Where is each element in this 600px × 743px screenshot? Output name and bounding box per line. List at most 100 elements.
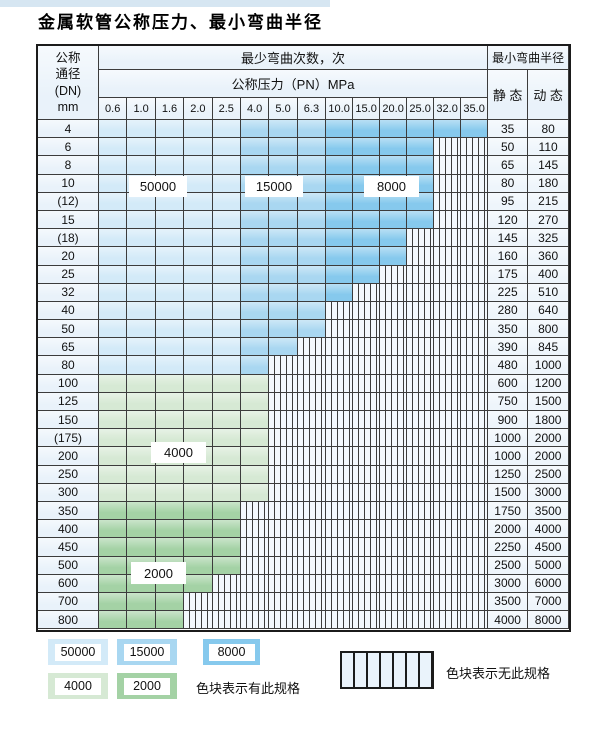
- spec-cell: [212, 247, 241, 266]
- spec-cell: [380, 120, 408, 139]
- spec-cell: [155, 392, 185, 411]
- spec-cell: [99, 447, 128, 466]
- spec-cell: [155, 120, 185, 139]
- no-spec-cell: [326, 538, 354, 557]
- dynamic-value: 2000: [528, 429, 570, 448]
- no-spec-cell: [407, 320, 435, 339]
- spec-cell: [240, 120, 270, 139]
- dynamic-column-header: 动 态: [528, 70, 570, 120]
- no-spec-cell: [434, 501, 462, 521]
- static-value: 1000: [488, 429, 529, 448]
- spec-cell: [212, 174, 241, 193]
- spec-cell: [155, 465, 185, 484]
- no-spec-cell: [434, 229, 462, 248]
- no-spec-cell: [461, 247, 489, 266]
- no-spec-cell: [434, 465, 462, 484]
- dn-cell: 100: [38, 374, 99, 393]
- no-spec-cell: [380, 611, 408, 630]
- spec-cell: [212, 156, 241, 175]
- spec-cell: [99, 247, 128, 266]
- no-spec-cell: [461, 229, 489, 248]
- spec-cell: [326, 174, 354, 193]
- no-spec-cell: [461, 465, 489, 484]
- spec-cell: [353, 229, 381, 248]
- no-spec-cell: [461, 210, 489, 230]
- no-spec-cell: [434, 520, 462, 539]
- spec-cell: [99, 283, 128, 302]
- spec-cell: [184, 320, 213, 339]
- no-spec-cell: [353, 447, 381, 466]
- no-spec-cell: [380, 465, 408, 484]
- dn-cell: 6: [38, 138, 99, 157]
- bend-cycles-header: 最少弯曲次数，次: [99, 46, 489, 70]
- spec-cell: [240, 356, 270, 375]
- dn-cell: 450: [38, 538, 99, 557]
- no-spec-cell: [353, 556, 381, 575]
- no-spec-cell: [407, 574, 435, 593]
- spec-cell: [127, 210, 156, 230]
- no-spec-cell: [380, 301, 408, 321]
- spec-table: 公称 通径 (DN) mm 最少弯曲次数，次 最小弯曲半径 公称压力（PN）MP…: [36, 44, 571, 632]
- dynamic-value: 6000: [528, 574, 570, 593]
- no-spec-cell: [297, 374, 327, 393]
- no-spec-cell: [326, 374, 354, 393]
- static-value: 480: [488, 356, 529, 375]
- spec-cell: [212, 538, 241, 557]
- no-spec-cell: [434, 592, 462, 612]
- legend-swatch-2000: 2000: [117, 673, 177, 699]
- no-spec-cell: [461, 501, 489, 521]
- spec-cell: [99, 556, 128, 575]
- no-spec-cell: [240, 520, 270, 539]
- static-value: 3000: [488, 574, 529, 593]
- spec-cell: [184, 538, 213, 557]
- dn-cell: 600: [38, 574, 99, 593]
- no-spec-cell: [240, 556, 270, 575]
- spec-cell: [240, 465, 270, 484]
- spec-cell: [326, 192, 354, 211]
- pressure-col-header: 20.0: [380, 98, 408, 120]
- spec-cell: [99, 465, 128, 484]
- no-spec-cell: [380, 574, 408, 593]
- spec-cell: [99, 210, 128, 230]
- no-spec-cell: [240, 574, 270, 593]
- spec-cell: [127, 501, 156, 521]
- no-spec-cell: [269, 374, 298, 393]
- spec-cell: [297, 138, 327, 157]
- spec-cell: [127, 374, 156, 393]
- no-spec-cell: [297, 338, 327, 357]
- dynamic-value: 845: [528, 338, 570, 357]
- no-spec-cell: [269, 483, 298, 502]
- spec-cell: [155, 483, 185, 502]
- no-spec-cell: [269, 501, 298, 521]
- spec-cell: [240, 156, 270, 175]
- spec-cell: [297, 156, 327, 175]
- legend-swatch-15000: 15000: [117, 639, 177, 665]
- spec-cell: [212, 338, 241, 357]
- no-spec-cell: [353, 338, 381, 357]
- no-spec-cell: [407, 283, 435, 302]
- spec-cell: [212, 374, 241, 393]
- no-spec-cell: [326, 611, 354, 630]
- no-spec-cell: [326, 301, 354, 321]
- spec-cell: [184, 283, 213, 302]
- dn-cell: 20: [38, 247, 99, 266]
- spec-cell: [127, 229, 156, 248]
- no-spec-cell: [269, 465, 298, 484]
- spec-cell: [184, 501, 213, 521]
- spec-cell: [240, 447, 270, 466]
- spec-cell: [212, 192, 241, 211]
- spec-cell: [269, 138, 298, 157]
- no-spec-cell: [326, 501, 354, 521]
- no-spec-cell: [434, 247, 462, 266]
- spec-cell: [99, 592, 128, 612]
- spec-cell: [326, 138, 354, 157]
- no-spec-cell: [184, 592, 213, 612]
- spec-cell: [99, 574, 128, 593]
- spec-cell: [297, 265, 327, 284]
- no-spec-cell: [326, 429, 354, 448]
- spec-cell: [127, 538, 156, 557]
- dynamic-value: 1800: [528, 411, 570, 430]
- no-spec-cell: [353, 283, 381, 302]
- spec-cell: [155, 301, 185, 321]
- spec-cell: [240, 483, 270, 502]
